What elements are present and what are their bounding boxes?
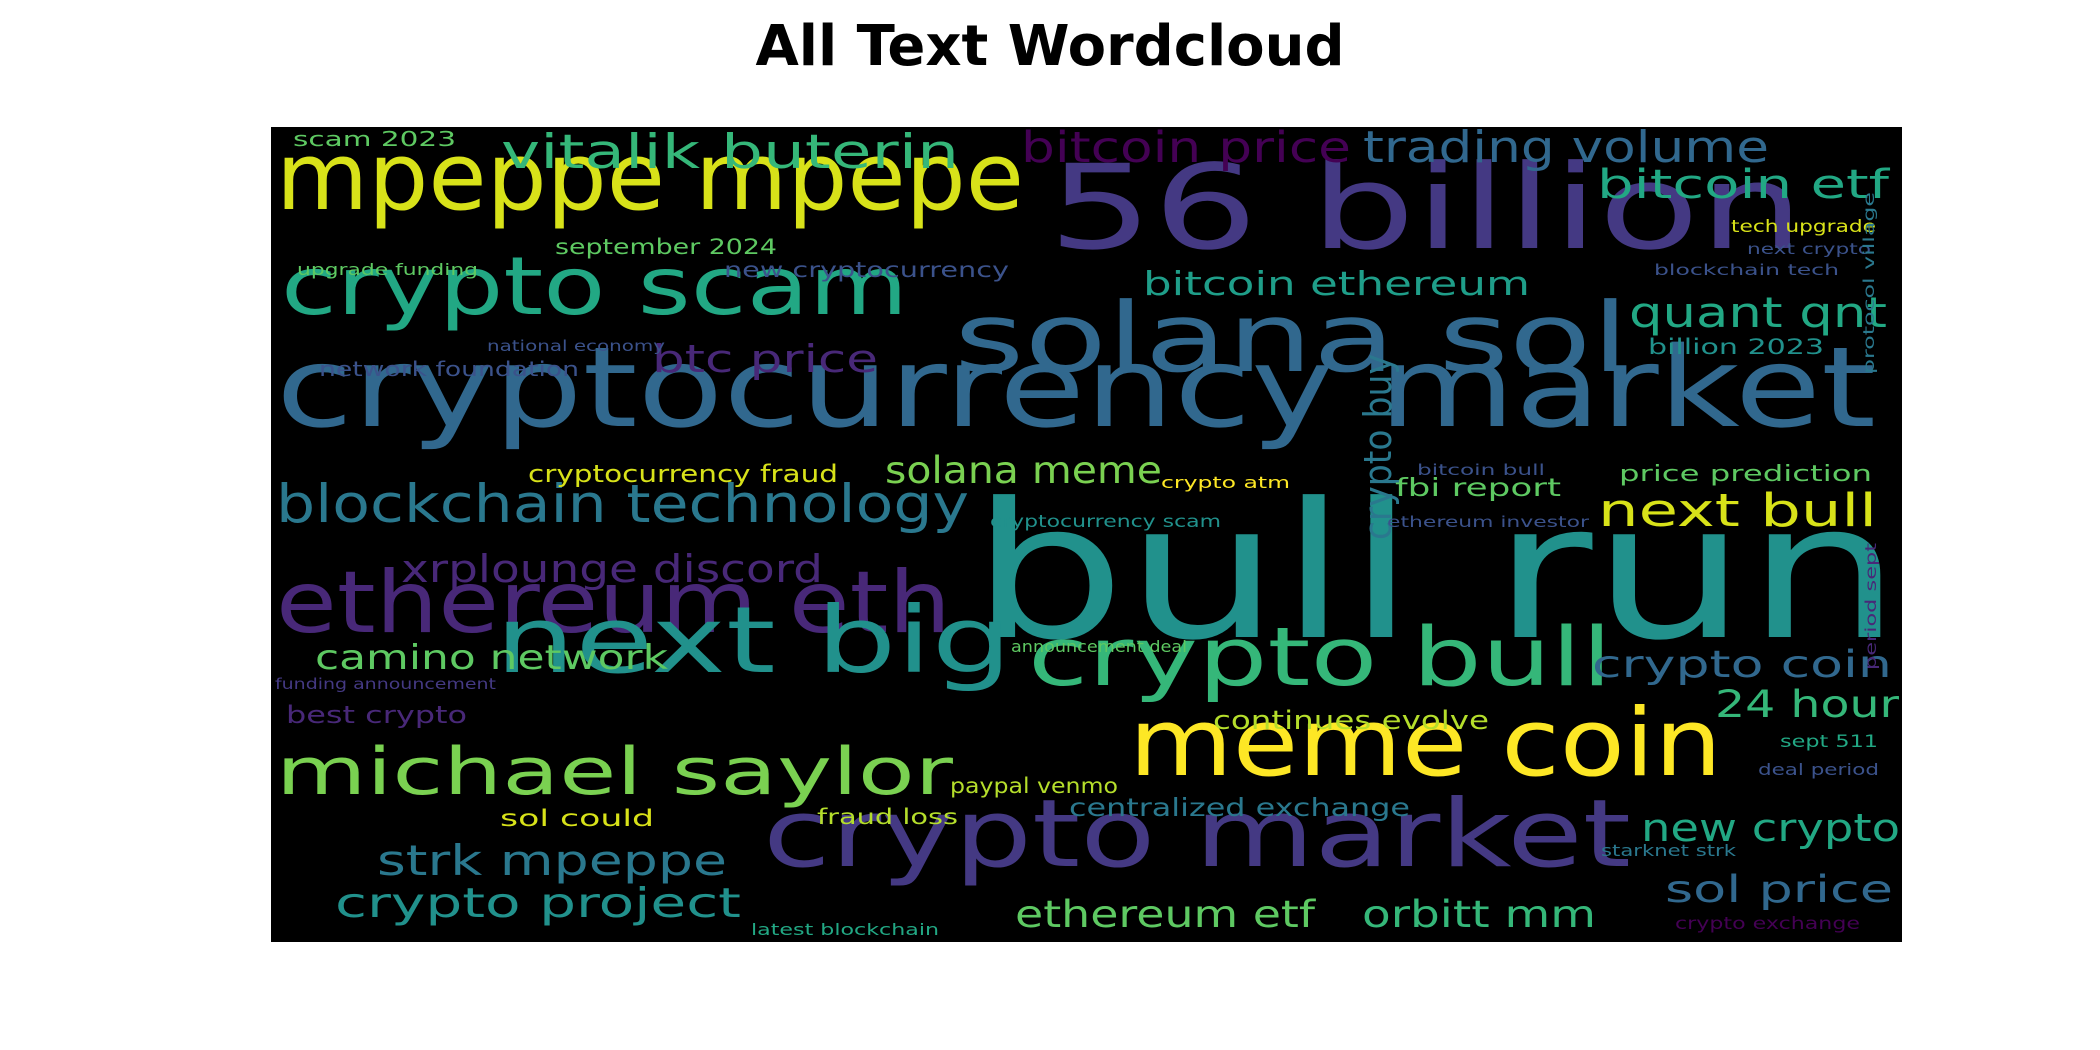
word-next-crypto: next crypto bbox=[1747, 240, 1871, 258]
word-bitcoin-ethereum: bitcoin ethereum bbox=[1143, 264, 1530, 303]
word-starknet-strk: starknet strk bbox=[1601, 841, 1737, 860]
word-sol-could: sol could bbox=[500, 806, 654, 832]
word-fraud-loss: fraud loss bbox=[817, 805, 958, 829]
wordcloud-panel: bull run cryptocurrency market 56 billion m… bbox=[271, 127, 1902, 942]
word-deal-period: deal period bbox=[1758, 760, 1879, 779]
word-next-bull: next bull bbox=[1598, 484, 1877, 537]
word-scam-2023: scam 2023 bbox=[293, 127, 456, 151]
word-next-big: next big bbox=[495, 587, 1012, 694]
word-sol-price: sol price bbox=[1665, 868, 1893, 911]
word-bitcoin-etf: bitcoin etf bbox=[1597, 162, 1890, 208]
word-strk-mpeppe: strk mpeppe bbox=[377, 836, 727, 885]
word-fbi-report: fbi report bbox=[1395, 473, 1561, 502]
word-centralized-exchange: centralized exchange bbox=[1069, 793, 1410, 822]
word-tech-upgrade: tech upgrade bbox=[1731, 217, 1876, 237]
word-billion-2023: billion 2023 bbox=[1648, 335, 1824, 359]
word-btc-price: btc price bbox=[652, 337, 878, 381]
word-orbitt-mm: orbitt mm bbox=[1362, 893, 1596, 936]
word-crypto-buy: crypto buy bbox=[1356, 354, 1400, 540]
word-solana-sol: solana sol bbox=[954, 282, 1629, 394]
word-56-billion: 56 billion bbox=[1048, 139, 1804, 276]
word-price-prediction: price prediction bbox=[1619, 462, 1872, 487]
word-cryptocurrency-market: cryptocurrency market bbox=[276, 324, 1876, 453]
word-michael-saylor: michael saylor bbox=[276, 735, 953, 810]
word-trading-volume: trading volume bbox=[1363, 127, 1769, 173]
word-blockchain-technology: blockchain technology bbox=[276, 474, 969, 535]
word-sept-511: sept 511 bbox=[1780, 732, 1878, 752]
word-best-crypto: best crypto bbox=[286, 701, 467, 729]
word-xrplounge-discord: xrplounge discord bbox=[401, 547, 823, 591]
word-bitcoin-price: bitcoin price bbox=[1021, 127, 1351, 173]
word-new-crypto: new crypto bbox=[1641, 806, 1900, 850]
word-upgrade-funding: upgrade funding bbox=[297, 260, 478, 279]
word-quant-qnt: quant qnt bbox=[1629, 288, 1887, 337]
word-bitcoin-bull: bitcoin bull bbox=[1417, 461, 1545, 479]
word-crypto-coin: crypto coin bbox=[1592, 643, 1892, 686]
word-blockchain-tech: blockchain tech bbox=[1654, 261, 1839, 279]
word-vitalik-buterin: vitalik buterin bbox=[501, 127, 959, 180]
word-cryptocurrency-fraud: cryptocurrency fraud bbox=[528, 460, 838, 488]
word-bull-run: bull run bbox=[971, 463, 1901, 682]
word-cryptocurrency-scam: cryptocurrency scam bbox=[990, 512, 1221, 532]
word-funding-announcement: funding announcement bbox=[275, 675, 496, 693]
word-period-sept: period sept bbox=[1862, 543, 1880, 670]
word-solana-meme: solana meme bbox=[885, 449, 1162, 492]
word-crypto-exchange: crypto exchange bbox=[1675, 914, 1860, 934]
word-crypto-project: crypto project bbox=[335, 879, 741, 927]
word-crypto-scam: crypto scam bbox=[281, 240, 908, 333]
word-ethereum-etf: ethereum etf bbox=[1015, 893, 1316, 936]
word-paypal-venmo: paypal venmo bbox=[950, 774, 1118, 798]
word-24-hour: 24 hour bbox=[1715, 683, 1900, 726]
word-announcement-deal: announcement deal bbox=[1011, 637, 1187, 656]
word-crypto-atm: crypto atm bbox=[1161, 473, 1290, 492]
word-camino-network: camino network bbox=[315, 638, 668, 678]
word-crypto-bull: crypto bull bbox=[1028, 611, 1612, 705]
word-mpeppe-mpepe: mpeppe mpepe bbox=[276, 127, 1024, 232]
word-september-2024: september 2024 bbox=[555, 235, 777, 259]
word-meme-coin: meme coin bbox=[1129, 689, 1722, 798]
word-national-economy: national economy bbox=[487, 337, 665, 355]
word-network-foundation: network foundation bbox=[319, 357, 579, 381]
word-continues-evolve: continues evolve bbox=[1213, 706, 1489, 736]
figure-title: All Text Wordcloud bbox=[755, 14, 1345, 79]
word-new-cryptocurrency: new cryptocurrency bbox=[724, 258, 1009, 282]
word-protocol-village: protocol village bbox=[1860, 192, 1878, 374]
word-ethereum-eth: ethereum eth bbox=[276, 553, 951, 653]
word-ethereum-investor: ethereum investor bbox=[1387, 513, 1590, 531]
word-latest-blockchain: latest blockchain bbox=[751, 920, 939, 939]
word-crypto-market: crypto market bbox=[763, 780, 1631, 889]
